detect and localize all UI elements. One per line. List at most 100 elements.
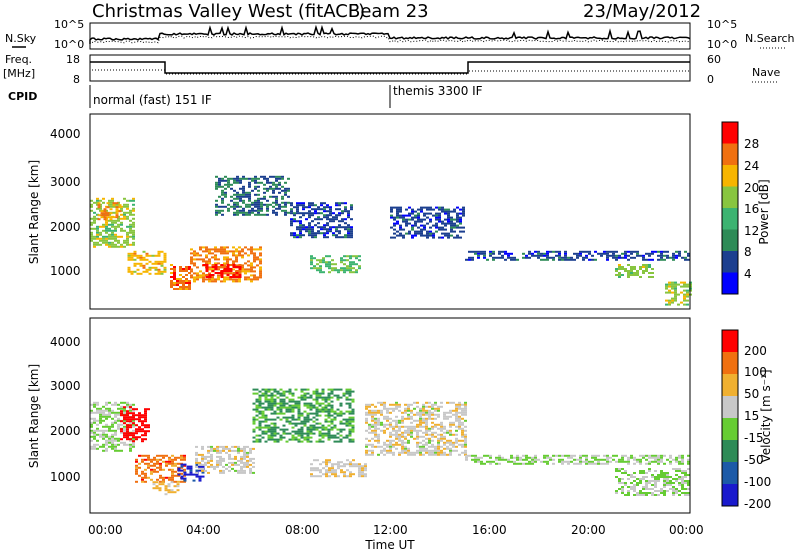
freq-tick-high: 18: [66, 53, 80, 66]
beam-label: Beam 23: [348, 1, 429, 22]
power-patch-12: [665, 281, 692, 306]
vel-ytick-1000: 1000: [50, 470, 81, 484]
power-cbar-tick-8: 8: [744, 245, 752, 259]
velocity-colorbar-cell-0: [722, 330, 738, 353]
velocity-patch-7: [310, 459, 367, 478]
nsearch-tick-low: 10^0: [707, 38, 737, 51]
power-patch-2: [127, 250, 167, 275]
vel-cbar-tick-100: 100: [744, 365, 767, 379]
x-axis: 00:00 04:00 08:00 12:00 16:00 20:00 00:0…: [88, 523, 704, 552]
nsearch-label: N.Search: [745, 32, 795, 45]
nave-tick-low: 0: [707, 73, 714, 86]
power-cbar-tick-4: 4: [744, 267, 752, 281]
velocity-patch-3: [152, 481, 180, 496]
power-cbar-tick-20: 20: [744, 181, 759, 195]
power-colorbar-cell-5: [722, 229, 738, 252]
power-colorbar-cell-7: [722, 272, 738, 295]
power-ytick-1000: 1000: [50, 264, 81, 278]
velocity-colorbar: 200 100 50 15 -15 -50 -100 -200 Velocity…: [721, 329, 773, 511]
power-patch-3: [170, 264, 191, 290]
vel-cbar-tick-200: 200: [744, 344, 767, 358]
power-cbar-tick-24: 24: [744, 159, 759, 173]
cpid-panel: CPID normal (fast) 151 IF themis 3300 IF: [8, 84, 483, 108]
velocity-ylabel: Slant Range [km]: [27, 364, 41, 468]
power-frame: [89, 113, 691, 310]
vel-ytick-3000: 3000: [50, 379, 81, 393]
nsearch-tick-high: 10^5: [707, 18, 737, 31]
velocity-data: [90, 388, 690, 496]
power-cbar-tick-28: 28: [744, 137, 759, 151]
vel-cbar-tick-neg200: -200: [744, 497, 771, 511]
velocity-patch-8: [365, 401, 467, 456]
velocity-yticks: 4000 3000 2000 1000: [50, 335, 81, 484]
nsky-label: N.Sky: [5, 32, 37, 45]
power-colorbar-cells: [722, 122, 738, 295]
velocity-patch-9: [465, 454, 690, 465]
velocity-colorbar-cell-5: [722, 440, 738, 463]
velocity-patch-10: [615, 468, 690, 496]
velocity-patch-6: [252, 388, 355, 443]
cpid-label: CPID: [8, 90, 37, 103]
xtick-0000: 00:00: [88, 523, 123, 537]
velocity-colorbar-frame: [721, 329, 739, 507]
freq-tick-low: 8: [73, 73, 80, 86]
velocity-colorbar-cell-3: [722, 396, 738, 419]
power-yticks: 4000 3000 2000 1000: [50, 127, 81, 278]
nave-label: Nave: [752, 66, 780, 79]
nsky-tick-low: 10^0: [54, 38, 84, 51]
power-patch-5: [202, 264, 242, 278]
power-colorbar-cell-1: [722, 143, 738, 166]
power-cbar-tick-16: 16: [744, 202, 759, 216]
velocity-colorbar-cells: [722, 330, 738, 507]
power-ytick-4000: 4000: [50, 127, 81, 141]
freq-trace: [90, 61, 690, 74]
vel-ytick-2000: 2000: [50, 424, 81, 438]
nave-trace: [92, 69, 690, 75]
power-patch-4: [190, 246, 262, 283]
velocity-colorbar-cell-7: [722, 484, 738, 507]
vel-cbar-tick-50: 50: [744, 387, 759, 401]
velocity-frame: [89, 317, 691, 514]
freq-unit: [MHz]: [3, 67, 35, 80]
power-patch-10: [465, 250, 690, 261]
xtick-2400: 00:00: [669, 523, 704, 537]
freq-frame: [89, 54, 691, 82]
velocity-colorbar-cell-4: [722, 418, 738, 441]
vel-ytick-4000: 4000: [50, 335, 81, 349]
velocity-panel: 4000 3000 2000 1000 Slant Range [km]: [27, 317, 691, 514]
vel-cbar-tick-15: 15: [744, 409, 759, 423]
plot-date: 23/May/2012: [583, 1, 701, 22]
velocity-colorbar-label: Velocity [m s⁻¹]: [759, 369, 773, 462]
power-colorbar-cell-6: [722, 251, 738, 273]
xaxis-label: Time UT: [364, 538, 415, 552]
velocity-colorbar-cell-2: [722, 374, 738, 397]
power-colorbar-cell-4: [722, 208, 738, 230]
xtick-0800: 08:00: [285, 523, 320, 537]
power-colorbar: 28 24 20 16 12 8 4 Power [dB]: [721, 121, 771, 295]
xtick-0400: 04:00: [186, 523, 221, 537]
nave-tick-high: 60: [707, 53, 721, 66]
power-colorbar-cell-0: [722, 122, 738, 144]
power-colorbar-label: Power [dB]: [757, 179, 771, 244]
velocity-patch-4: [177, 463, 205, 482]
vel-cbar-tick-neg50: -50: [744, 453, 764, 467]
freq-panel: Freq. [MHz] 18 8 60 0 Nave: [3, 53, 780, 86]
power-patch-8: [310, 255, 361, 274]
power-ylabel: Slant Range [km]: [27, 160, 41, 264]
power-cbar-tick-12: 12: [744, 224, 759, 238]
nsky-trace: [89, 24, 691, 44]
power-colorbar-cell-2: [722, 165, 738, 187]
vel-cbar-tick-neg15: -15: [744, 431, 764, 445]
xtick-1600: 16:00: [472, 523, 507, 537]
power-patch-7: [290, 202, 353, 239]
power-patch-1: [97, 202, 122, 221]
velocity-patch-5: [195, 445, 255, 474]
nsky-panel: N.Sky 10^5 10^0 10^5 10^0 N.Search: [5, 18, 795, 51]
power-patch-9: [390, 206, 465, 239]
power-patch-6: [215, 175, 290, 216]
plot-title: Christmas Valley West (fitACF): [92, 1, 365, 22]
power-data: [90, 175, 692, 306]
freq-label: Freq.: [5, 53, 32, 66]
velocity-colorbar-cell-1: [722, 352, 738, 375]
